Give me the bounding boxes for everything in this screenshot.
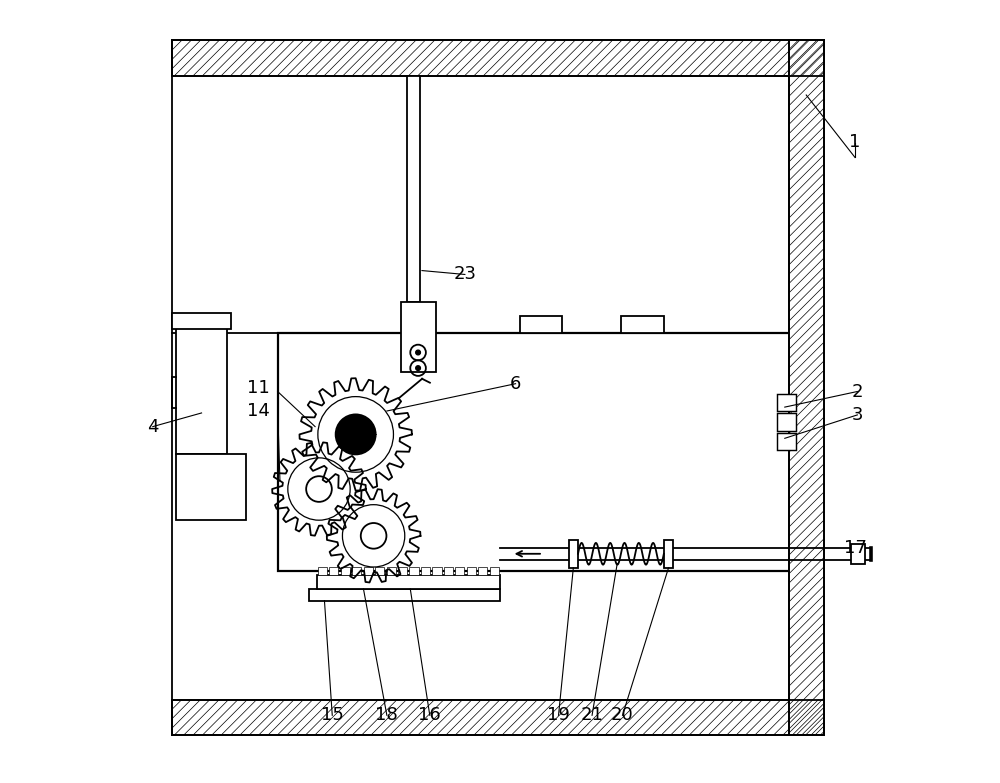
Bar xyxy=(172,313,231,329)
Bar xyxy=(278,333,791,571)
Bar xyxy=(621,316,664,333)
Text: 20: 20 xyxy=(611,706,634,724)
Text: 2: 2 xyxy=(852,383,863,400)
Bar xyxy=(444,567,453,575)
Circle shape xyxy=(416,350,420,355)
Bar xyxy=(317,575,500,589)
Bar xyxy=(664,539,673,568)
Bar xyxy=(329,567,338,575)
Bar xyxy=(352,567,361,575)
Bar xyxy=(478,567,487,575)
Bar xyxy=(318,567,327,575)
Text: 21: 21 xyxy=(581,706,604,724)
Bar xyxy=(777,413,796,431)
Bar xyxy=(172,41,824,75)
Circle shape xyxy=(336,414,376,454)
Bar xyxy=(407,75,420,301)
Circle shape xyxy=(416,366,420,370)
Bar xyxy=(789,41,824,734)
Text: 1: 1 xyxy=(849,133,861,151)
Bar xyxy=(375,567,384,575)
Bar xyxy=(364,567,373,575)
Bar xyxy=(432,567,442,575)
Bar xyxy=(421,567,430,575)
Text: 11: 11 xyxy=(247,379,270,397)
Bar xyxy=(777,394,796,411)
Bar xyxy=(777,433,796,450)
Bar xyxy=(176,317,227,454)
Bar xyxy=(490,567,499,575)
Bar xyxy=(455,567,464,575)
Bar xyxy=(409,567,419,575)
Bar xyxy=(172,700,824,734)
Text: 18: 18 xyxy=(375,706,398,724)
Bar xyxy=(851,543,865,564)
Text: 14: 14 xyxy=(247,402,270,420)
Bar xyxy=(172,41,824,75)
Bar xyxy=(569,539,578,568)
Bar xyxy=(520,316,562,333)
Bar xyxy=(401,301,436,372)
Text: 16: 16 xyxy=(418,706,441,724)
Text: 17: 17 xyxy=(844,539,866,557)
Text: 19: 19 xyxy=(547,706,570,724)
Bar xyxy=(467,567,476,575)
Bar xyxy=(176,454,246,520)
Text: 3: 3 xyxy=(852,406,863,424)
Bar xyxy=(341,567,350,575)
Bar xyxy=(172,700,824,734)
Text: 23: 23 xyxy=(453,265,476,283)
Text: 15: 15 xyxy=(321,706,344,724)
Bar xyxy=(398,567,407,575)
Bar xyxy=(387,567,396,575)
Text: 4: 4 xyxy=(147,417,159,435)
Bar xyxy=(789,41,824,734)
Text: 6: 6 xyxy=(510,375,521,393)
Bar xyxy=(309,589,500,601)
